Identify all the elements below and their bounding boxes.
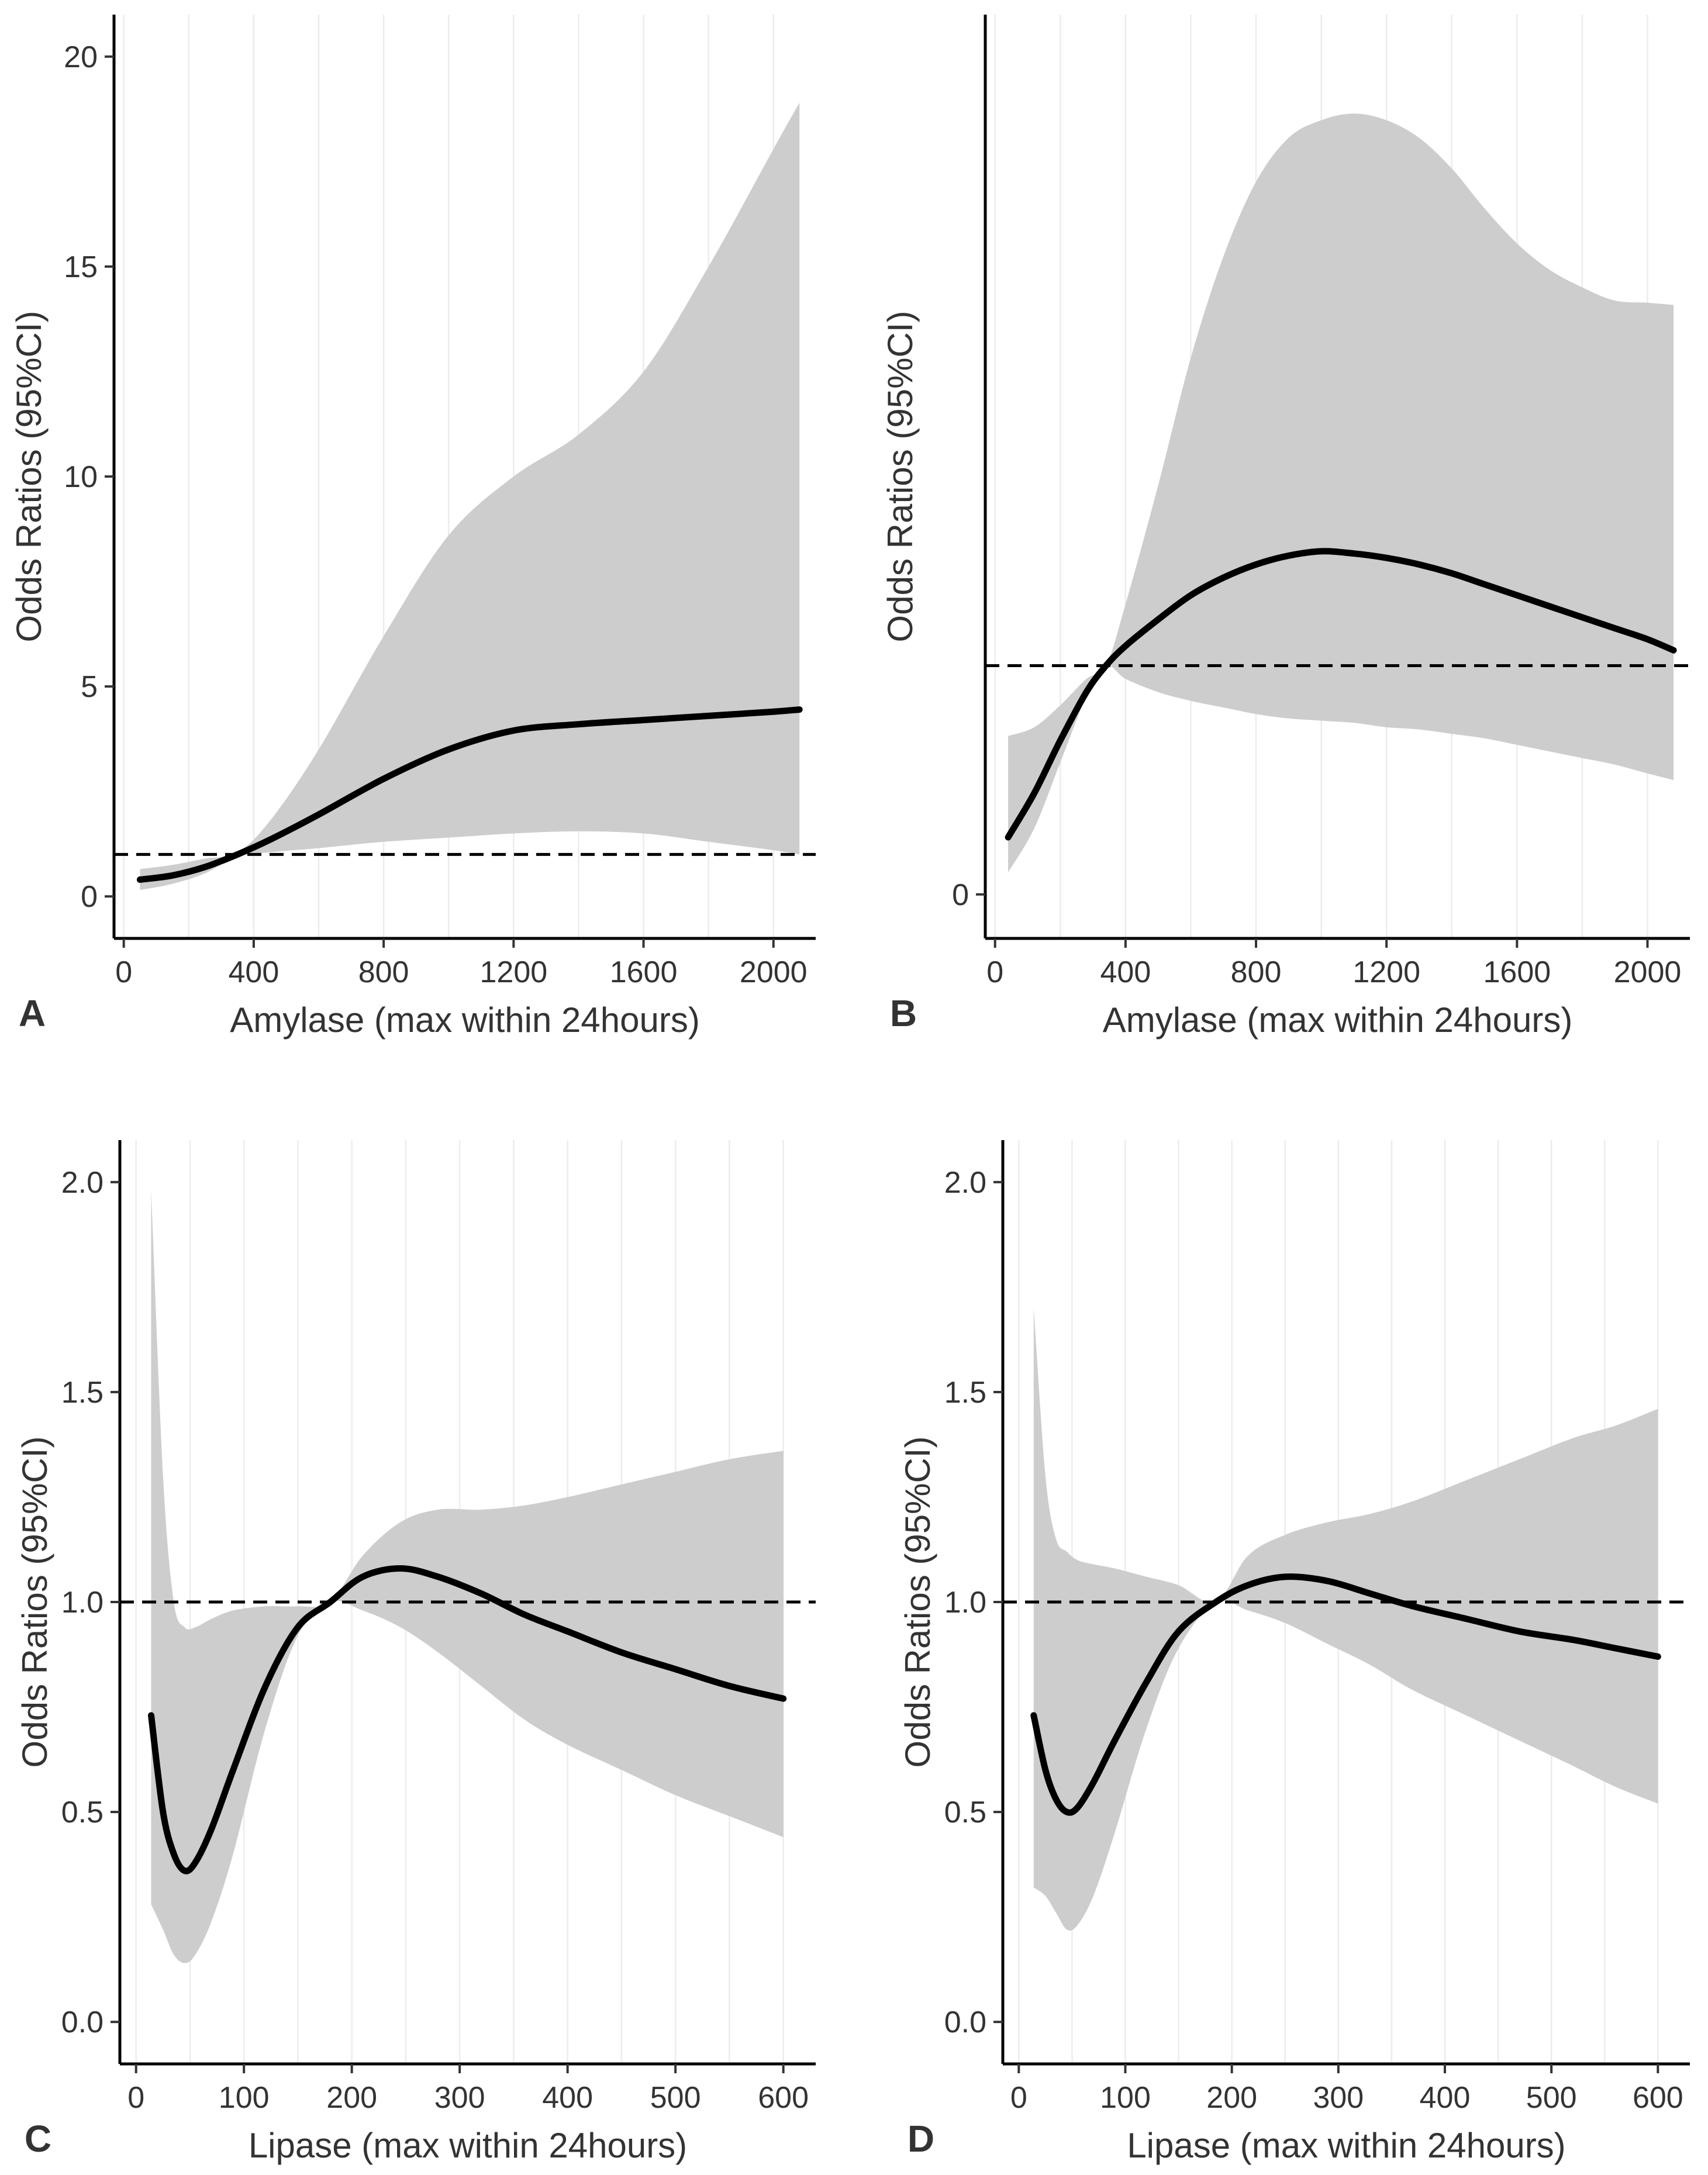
x-tick-label: 200 [326,2081,377,2115]
x-tick-label: 400 [229,955,280,989]
y-tick-label: 5 [81,670,98,704]
y-tick-label: 0 [81,880,98,914]
x-axis-title: Amylase (max within 24hours) [1103,1000,1573,1040]
ci-band [1033,1308,1658,1931]
x-tick-label: 300 [1313,2081,1364,2115]
y-tick-label: 1.0 [944,1586,986,1620]
x-tick-label: 2000 [740,955,808,989]
panel-d: 0 100 200 300 400 500 600 0.0 0.5 1.0 1.5 2.0 Lipase… [898,1140,1690,2165]
y-tick-label: 15 [64,250,98,284]
x-axis-title: Lipase (max within 24hours) [1127,2126,1565,2165]
panel-letter-c: C [25,2118,51,2160]
x-tick-label: 800 [1231,955,1282,989]
x-tick-label: 100 [1100,2081,1151,2115]
y-axis-title: Odds Ratios (95%CI) [881,311,920,643]
y-tick-label: 1.5 [61,1376,103,1410]
y-tick-label: 0.5 [61,1796,103,1829]
odds-ratio-curve [148,1565,787,1874]
y-tick-label: 0.0 [944,2005,986,2039]
y-tick-label: 0.5 [944,1796,986,1829]
x-tick-label: 500 [1526,2081,1577,2115]
x-tick-label: 400 [1100,955,1151,989]
panel-letter-b: B [890,992,917,1034]
x-tick-label: 1600 [610,955,678,989]
y-axis-title: Odds Ratios (95%CI) [898,1437,937,1768]
odds-ratio-curve [136,706,803,883]
y-tick-label: 0 [952,878,969,912]
y-tick-label: 10 [64,460,98,494]
panel-a: 0 400 800 1200 1600 2000 0 5 10 15 20 Amylase (max … [9,15,816,1040]
y-tick-label: 1.5 [944,1376,986,1410]
x-tick-label: 600 [1633,2081,1683,2115]
panel-letter-a: A [19,992,46,1034]
y-tick-label: 20 [64,40,98,74]
x-tick-label: 800 [358,955,409,989]
y-tick-label: 1.0 [61,1586,103,1620]
ci-band [140,102,800,890]
panel-letter-d: D [908,2118,934,2160]
x-tick-label: 0 [115,955,132,989]
x-tick-label: 400 [1420,2081,1471,2115]
odds-ratio-curve [1005,548,1677,841]
y-tick-label: 0.0 [61,2005,103,2039]
y-axis-title: Odds Ratios (95%CI) [9,311,49,643]
x-tick-label: 1600 [1483,955,1551,989]
y-tick-label: 2.0 [944,1166,986,1200]
x-tick-label: 400 [542,2081,593,2115]
x-tick-label: 1200 [1352,955,1420,989]
x-tick-label: 100 [219,2081,270,2115]
y-axis-title: Odds Ratios (95%CI) [15,1437,54,1768]
odds-ratio-curve [1030,1573,1661,1816]
x-tick-label: 0 [1010,2081,1027,2115]
panel-b: 0 400 800 1200 1600 2000 0 Amylase (max within … [881,15,1690,1040]
panel-c: 0 100 200 300 400 500 600 0.0 0.5 1.0 1.5 2.0 Lipase… [15,1140,816,2165]
x-tick-label: 2000 [1614,955,1682,989]
x-tick-label: 600 [758,2081,809,2115]
x-axis-title: Lipase (max within 24hours) [249,2126,687,2165]
x-tick-label: 1200 [479,955,547,989]
x-axis-title: Amylase (max within 24hours) [230,1000,700,1040]
x-tick-label: 0 [127,2081,144,2115]
ci-band [151,1190,784,1963]
y-tick-label: 2.0 [61,1166,103,1200]
x-tick-label: 0 [986,955,1003,989]
x-tick-label: 200 [1206,2081,1257,2115]
x-tick-label: 500 [650,2081,701,2115]
x-tick-label: 300 [434,2081,485,2115]
ci-band [1008,113,1674,873]
